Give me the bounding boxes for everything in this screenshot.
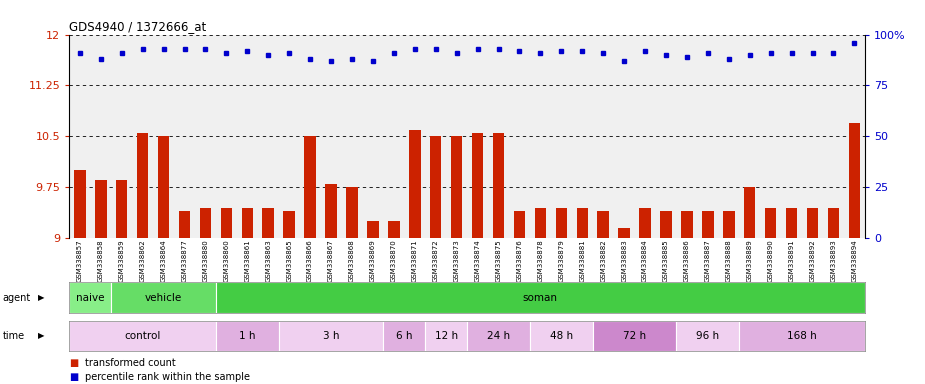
Bar bbox=[467, 321, 530, 351]
Bar bbox=[786, 208, 797, 238]
Bar bbox=[639, 208, 651, 238]
Bar bbox=[576, 208, 588, 238]
Text: agent: agent bbox=[3, 293, 31, 303]
Text: transformed count: transformed count bbox=[85, 358, 176, 368]
Bar bbox=[283, 211, 295, 238]
Bar bbox=[681, 211, 693, 238]
Bar bbox=[493, 133, 504, 238]
Text: soman: soman bbox=[523, 293, 558, 303]
Bar bbox=[593, 321, 676, 351]
Bar bbox=[660, 211, 672, 238]
Text: naive: naive bbox=[76, 293, 105, 303]
Text: time: time bbox=[3, 331, 25, 341]
Bar bbox=[263, 208, 274, 238]
Bar bbox=[346, 187, 358, 238]
Bar bbox=[278, 321, 383, 351]
Bar bbox=[158, 136, 169, 238]
Bar bbox=[513, 211, 525, 238]
Text: vehicle: vehicle bbox=[145, 293, 182, 303]
Bar bbox=[216, 321, 278, 351]
Bar bbox=[598, 211, 609, 238]
Text: control: control bbox=[125, 331, 161, 341]
Bar bbox=[676, 321, 739, 351]
Bar bbox=[179, 211, 191, 238]
Bar bbox=[530, 321, 593, 351]
Bar bbox=[744, 187, 756, 238]
Bar bbox=[221, 208, 232, 238]
Bar bbox=[426, 321, 467, 351]
Text: ▶: ▶ bbox=[38, 331, 44, 341]
Bar bbox=[367, 221, 378, 238]
Bar bbox=[556, 208, 567, 238]
Bar bbox=[723, 211, 734, 238]
Text: 48 h: 48 h bbox=[549, 331, 573, 341]
Text: ■: ■ bbox=[69, 372, 79, 382]
Text: 24 h: 24 h bbox=[487, 331, 510, 341]
Bar bbox=[430, 136, 441, 238]
Text: 96 h: 96 h bbox=[697, 331, 720, 341]
Bar bbox=[535, 208, 546, 238]
Bar bbox=[95, 180, 106, 238]
Bar bbox=[241, 208, 253, 238]
Text: ▶: ▶ bbox=[38, 293, 44, 302]
Bar bbox=[739, 321, 865, 351]
Bar bbox=[702, 211, 713, 238]
Bar bbox=[111, 282, 216, 313]
Text: 6 h: 6 h bbox=[396, 331, 413, 341]
Text: 3 h: 3 h bbox=[323, 331, 339, 341]
Bar bbox=[450, 136, 462, 238]
Text: 72 h: 72 h bbox=[623, 331, 647, 341]
Bar bbox=[619, 228, 630, 238]
Text: percentile rank within the sample: percentile rank within the sample bbox=[85, 372, 250, 382]
Bar bbox=[383, 321, 426, 351]
Text: 168 h: 168 h bbox=[787, 331, 817, 341]
Bar bbox=[137, 133, 148, 238]
Bar bbox=[807, 208, 819, 238]
Bar bbox=[74, 170, 86, 238]
Bar bbox=[69, 321, 216, 351]
Bar bbox=[828, 208, 839, 238]
Bar bbox=[765, 208, 776, 238]
Bar bbox=[848, 123, 860, 238]
Bar bbox=[326, 184, 337, 238]
Bar bbox=[472, 133, 484, 238]
Text: 1 h: 1 h bbox=[239, 331, 255, 341]
Bar bbox=[409, 129, 421, 238]
Text: GDS4940 / 1372666_at: GDS4940 / 1372666_at bbox=[69, 20, 206, 33]
Bar bbox=[388, 221, 400, 238]
Text: ■: ■ bbox=[69, 358, 79, 368]
Bar bbox=[116, 180, 128, 238]
Bar bbox=[216, 282, 865, 313]
Bar bbox=[304, 136, 315, 238]
Text: 12 h: 12 h bbox=[435, 331, 458, 341]
Bar bbox=[69, 282, 111, 313]
Bar bbox=[200, 208, 211, 238]
